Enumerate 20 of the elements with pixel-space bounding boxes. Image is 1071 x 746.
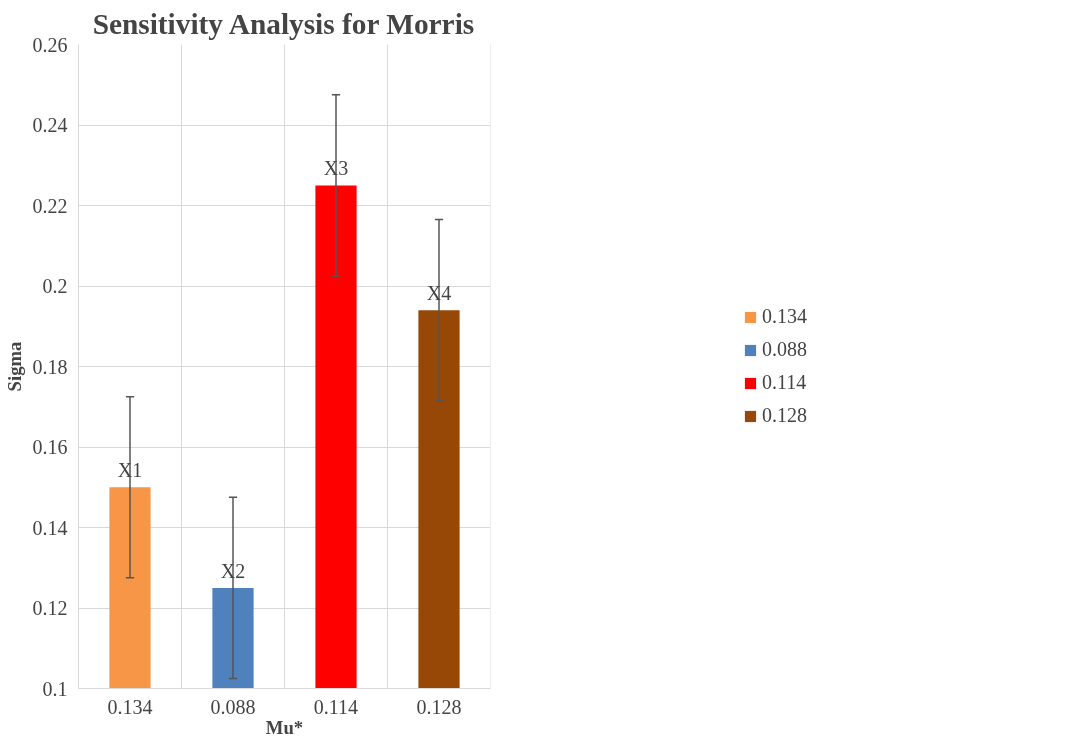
legend-label: 0.128 [762,404,807,427]
x-tick-label: 0.114 [313,695,359,718]
y-tick-label: 0.1 [42,677,68,700]
y-tick-label: 0.14 [32,516,68,539]
y-tick-label: 0.12 [32,597,68,619]
y-tick-label: 0.16 [32,436,68,458]
y-axis-title: Sigma [3,340,25,392]
chart-title: Sensitivity Analysis for Morris [92,7,475,40]
y-tick-label: 0.18 [32,355,68,378]
y-tick-label: 0.26 [32,33,68,56]
legend-label: 0.088 [762,338,807,361]
legend-label: 0.114 [762,371,807,394]
x-axis-title: Mu* [265,716,304,738]
x-tick-label: 0.128 [416,695,462,718]
x-tick-label: 0.088 [210,695,256,718]
legend-label: 0.134 [762,305,807,328]
y-tick-label: 0.24 [32,114,68,136]
y-tick-label: 0.22 [32,194,68,217]
y-tick-label: 0.2 [42,275,68,297]
x-tick-label: 0.134 [107,695,153,718]
